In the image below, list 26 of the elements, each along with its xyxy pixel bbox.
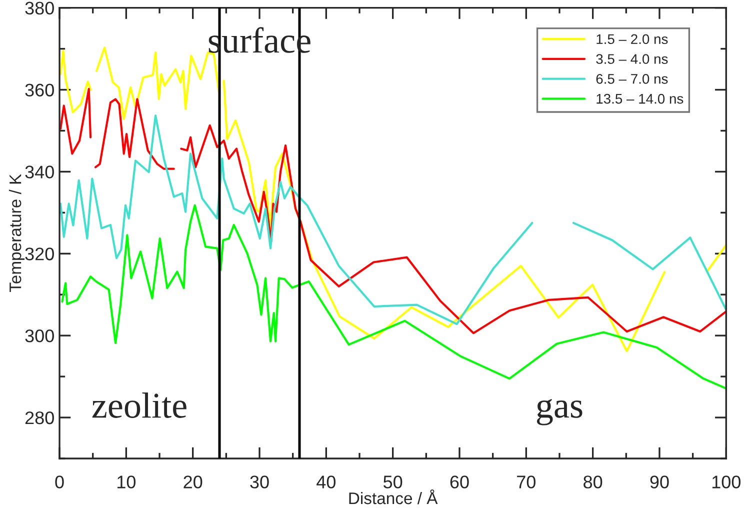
- legend-label: 1.5 – 2.0 ns: [596, 34, 668, 44]
- x-tick-label: 50: [384, 476, 402, 488]
- legend-label: 13.5 – 14.0 ns: [596, 94, 684, 104]
- y-tick-label: 300: [25, 330, 54, 342]
- x-tick-label: 90: [650, 476, 669, 488]
- y-tick-label: 280: [25, 411, 54, 424]
- x-tick-label: 10: [118, 476, 136, 488]
- x-tick-label: 60: [450, 476, 469, 488]
- line-series: [61, 204, 726, 390]
- y-tick-label: 340: [25, 166, 54, 178]
- x-axis-title: Distance / Å: [349, 489, 438, 504]
- y-tick-label: 380: [25, 2, 54, 15]
- x-tick-label: 30: [250, 476, 269, 488]
- y-tick-label: 320: [25, 248, 54, 260]
- legend-label: 6.5 – 7.0 ns: [596, 74, 668, 84]
- legend-label: 3.5 – 4.0 ns: [596, 54, 668, 64]
- y-tick-label: 360: [25, 84, 54, 96]
- x-tick-label: 100: [712, 476, 740, 488]
- x-tick-label: 80: [584, 476, 602, 488]
- annotation: gas: [536, 398, 582, 426]
- x-tick-label: 20: [184, 476, 202, 488]
- x-tick-label: 0: [55, 476, 64, 488]
- x-tick-label: 40: [316, 476, 336, 488]
- annotation: zeolite: [92, 392, 186, 418]
- x-tick-label: 70: [517, 476, 536, 488]
- y-axis-title: Temperature / K: [9, 174, 25, 292]
